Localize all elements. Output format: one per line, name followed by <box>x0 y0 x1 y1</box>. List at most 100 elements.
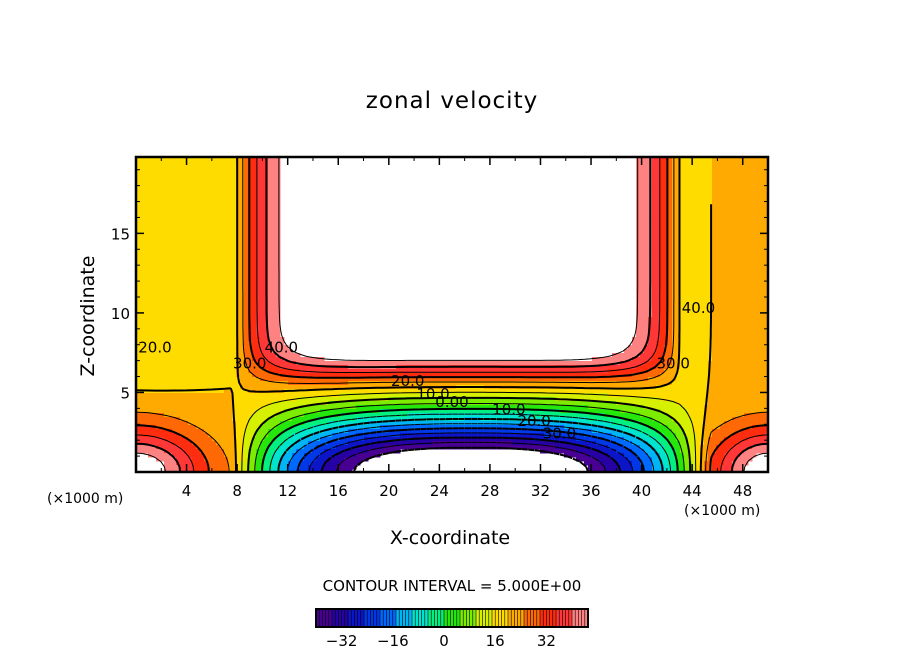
field-cell <box>296 401 301 406</box>
field-cell <box>624 381 629 386</box>
field-cell <box>580 373 585 378</box>
field-cell <box>224 329 229 334</box>
field-cell <box>460 441 465 446</box>
field-cell <box>192 345 197 350</box>
field-cell <box>188 377 193 382</box>
field-cell <box>208 213 213 218</box>
field-cell <box>140 305 145 310</box>
field-cell <box>532 393 537 398</box>
field-cell <box>624 393 629 398</box>
field-cell <box>184 289 189 294</box>
field-cell <box>152 361 157 366</box>
field-cell <box>212 213 217 218</box>
field-cell <box>572 389 577 394</box>
field-cell <box>552 413 557 418</box>
field-cell <box>324 373 329 378</box>
field-cell <box>168 433 173 438</box>
field-cell <box>292 357 297 362</box>
field-cell <box>584 441 589 446</box>
field-cell <box>460 369 465 374</box>
field-cell <box>380 437 385 442</box>
field-cell <box>332 377 337 382</box>
field-cell <box>232 321 237 326</box>
field-cell <box>144 209 149 214</box>
field-cell <box>272 225 277 230</box>
field-cell <box>144 421 149 426</box>
field-cell <box>196 257 201 262</box>
field-cell <box>224 321 229 326</box>
field-cell <box>220 297 225 302</box>
field-cell <box>564 389 569 394</box>
field-cell <box>272 377 277 382</box>
field-cell <box>608 421 613 426</box>
field-cell <box>264 425 269 430</box>
field-cell <box>372 433 377 438</box>
field-cell <box>332 433 337 438</box>
field-cell <box>164 173 169 178</box>
field-cell <box>232 385 237 390</box>
field-cell <box>260 309 265 314</box>
field-cell <box>532 433 537 438</box>
field-cell <box>552 401 557 406</box>
field-cell <box>416 389 421 394</box>
field-cell <box>432 421 437 426</box>
field-cell <box>240 421 245 426</box>
field-cell <box>224 305 229 310</box>
field-cell <box>232 281 237 286</box>
field-cell <box>140 221 145 226</box>
field-cell <box>256 409 261 414</box>
field-cell <box>416 421 421 426</box>
field-cell <box>136 225 141 230</box>
field-cell <box>164 425 169 430</box>
field-cell <box>624 389 629 394</box>
field-cell <box>204 409 209 414</box>
field-cell <box>148 189 153 194</box>
field-cell <box>140 213 145 218</box>
field-cell <box>428 405 433 410</box>
field-cell <box>324 425 329 430</box>
field-cell <box>280 457 285 462</box>
field-cell <box>232 341 237 346</box>
field-cell <box>224 397 229 402</box>
field-cell <box>196 289 201 294</box>
field-cell <box>216 445 221 450</box>
field-cell <box>152 161 157 166</box>
field-cell <box>220 265 225 270</box>
field-cell <box>144 333 149 338</box>
field-cell <box>240 237 245 242</box>
field-cell <box>504 445 509 450</box>
field-cell <box>240 425 245 430</box>
field-cell <box>376 401 381 406</box>
field-cell <box>240 205 245 210</box>
field-cell <box>220 377 225 382</box>
field-cell <box>156 337 161 342</box>
field-cell <box>548 401 553 406</box>
field-cell <box>144 377 149 382</box>
field-cell <box>584 429 589 434</box>
field-cell <box>140 261 145 266</box>
field-cell <box>156 269 161 274</box>
field-cell <box>184 365 189 370</box>
field-cell <box>392 425 397 430</box>
field-cell <box>392 369 397 374</box>
field-cell <box>420 397 425 402</box>
field-cell <box>200 189 205 194</box>
field-cell <box>280 437 285 442</box>
field-cell <box>388 413 393 418</box>
field-cell <box>304 397 309 402</box>
field-cell <box>248 437 253 442</box>
field-cell <box>200 253 205 258</box>
field-cell <box>204 417 209 422</box>
field-cell <box>296 453 301 458</box>
field-cell <box>140 269 145 274</box>
field-cell <box>520 393 525 398</box>
field-cell <box>140 341 145 346</box>
field-cell <box>296 373 301 378</box>
field-cell <box>396 421 401 426</box>
field-cell <box>172 441 177 446</box>
field-cell <box>296 445 301 450</box>
field-cell <box>168 457 173 462</box>
field-cell <box>180 381 185 386</box>
field-cell <box>196 285 201 290</box>
field-cell <box>140 277 145 282</box>
